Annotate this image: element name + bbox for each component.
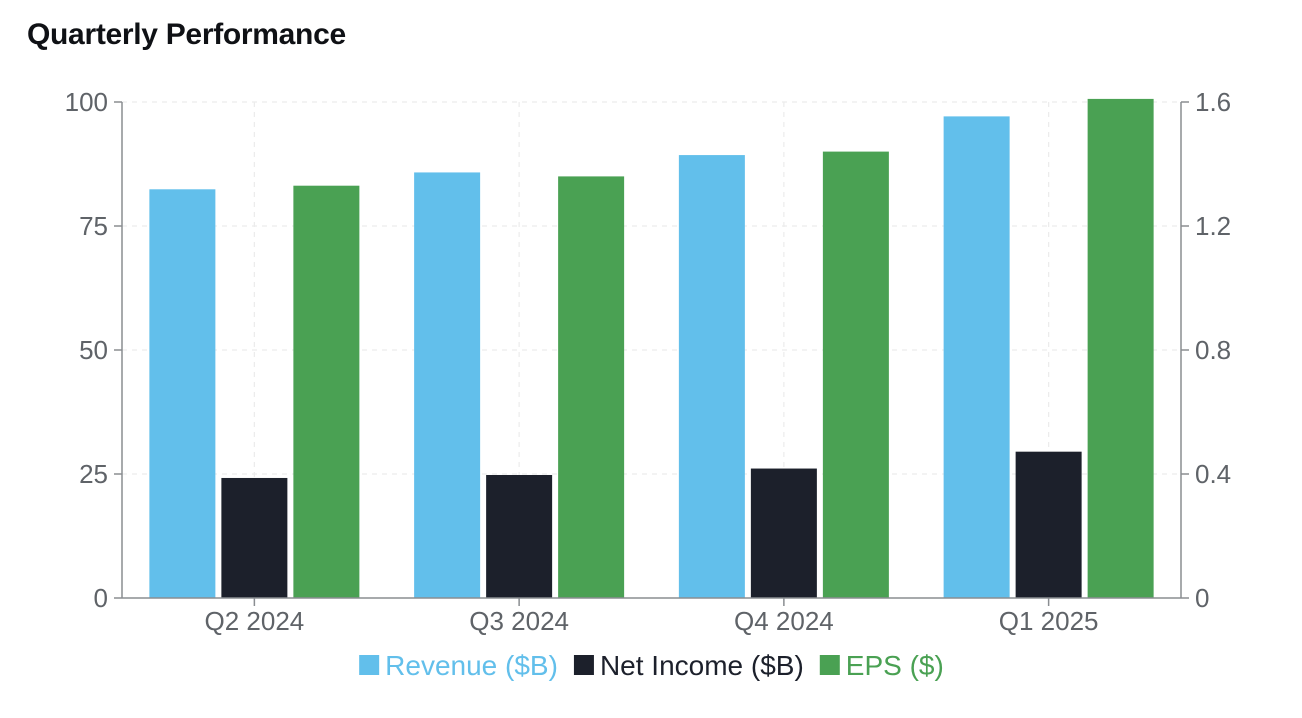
legend-label-eps: EPS ($) (846, 650, 944, 681)
x-tick-label-q2-2024: Q2 2024 (205, 606, 305, 636)
y-right-tick-label-1-6: 1.6 (1195, 87, 1231, 117)
y-left-tick-label-75: 75 (79, 211, 108, 241)
y-right-tick-label-0: 0 (1195, 583, 1209, 613)
x-tick-label-q3-2024: Q3 2024 (469, 606, 569, 636)
y-left-tick-label-25: 25 (79, 459, 108, 489)
chart-title: Quarterly Performance (27, 18, 346, 51)
legend-swatch-revenue-b (359, 655, 380, 675)
bar-revenue-b-q4-2024 (678, 155, 745, 598)
y-left-tick-label-50: 50 (79, 335, 108, 365)
bar-eps-q2-2024 (293, 185, 360, 598)
bar-revenue-b-q2-2024 (149, 189, 216, 598)
x-tick-label-q1-2025: Q1 2025 (999, 606, 1099, 636)
y-left-tick-label-100: 100 (65, 87, 108, 117)
bar-eps-q4-2024 (822, 151, 889, 598)
legend-label-revenue-b: Revenue ($B) (385, 650, 558, 681)
bar-eps-q3-2024 (558, 176, 625, 598)
bar-net-income-b-q3-2024 (486, 474, 553, 598)
axes: 0 25 50 75 100 0 0.4 0.8 1.2 1.6 Q2 2024 Q3 2024 Q4 … (65, 87, 1232, 636)
y-left-tick-label-0: 0 (94, 583, 108, 613)
bar-revenue-b-q3-2024 (414, 172, 481, 598)
legend: Revenue ($B) Net Income ($B) EPS ($) (359, 650, 944, 681)
y-right-tick-label-1-2: 1.2 (1195, 211, 1231, 241)
bar-net-income-b-q1-2025 (1015, 451, 1082, 598)
bar-eps-q1-2025 (1087, 98, 1154, 599)
y-right-tick-label-0-8: 0.8 (1195, 335, 1231, 365)
y-right-tick-label-0-4: 0.4 (1195, 459, 1231, 489)
bar-revenue-b-q1-2025 (943, 116, 1010, 598)
bar-net-income-b-q2-2024 (221, 477, 288, 598)
x-tick-label-q4-2024: Q4 2024 (734, 606, 834, 636)
legend-label-net-income-b: Net Income ($B) (600, 650, 804, 681)
legend-swatch-net-income-b (573, 655, 594, 675)
legend-swatch-eps (819, 655, 840, 675)
bars (149, 98, 1154, 599)
bar-net-income-b-q4-2024 (750, 468, 817, 598)
